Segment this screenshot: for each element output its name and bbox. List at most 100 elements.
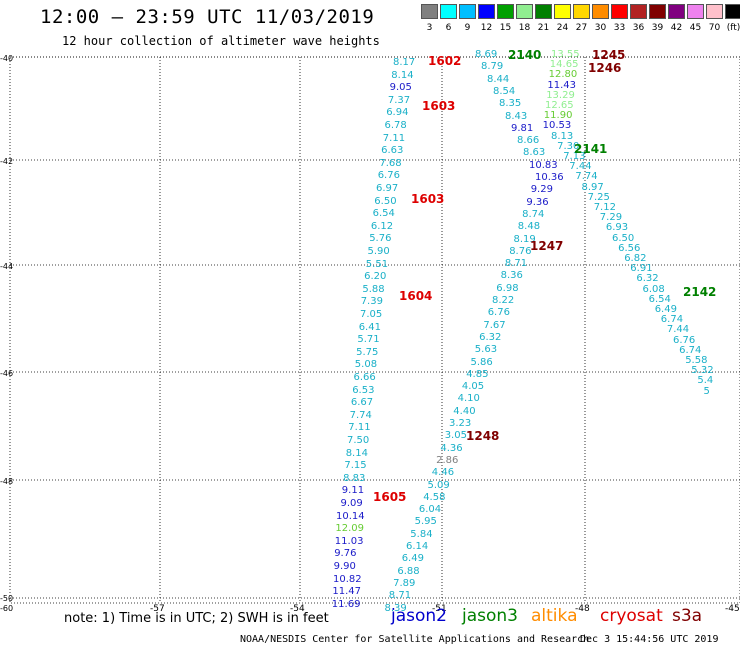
wave-height-value: 7.89 bbox=[393, 577, 416, 589]
wave-height-value: 9.29 bbox=[530, 184, 553, 196]
pass-number-label: 1604 bbox=[399, 289, 433, 303]
wave-height-value: 7.39 bbox=[360, 296, 383, 308]
scale-swatch bbox=[497, 4, 514, 19]
wave-height-value: 6.91 bbox=[630, 263, 653, 275]
scale-swatch bbox=[573, 4, 590, 19]
wave-height-value: 6.54 bbox=[372, 208, 395, 220]
wave-height-value: 8.69 bbox=[475, 49, 498, 60]
wave-height-value: 6.50 bbox=[374, 195, 397, 207]
scale-label: 33 bbox=[613, 23, 626, 33]
wave-height-value: 8.13 bbox=[551, 130, 574, 142]
wave-height-value: 4.36 bbox=[440, 442, 463, 454]
wave-height-value: 5.4 bbox=[697, 375, 714, 387]
wave-height-value: 9.05 bbox=[389, 82, 412, 94]
wave-height-value: 7.25 bbox=[587, 191, 610, 203]
mission-label: jason2 bbox=[391, 606, 447, 626]
scale-label: 70 bbox=[708, 23, 721, 33]
wave-height-value: 8.35 bbox=[499, 98, 522, 110]
wave-height-value: 6.74 bbox=[660, 314, 684, 326]
scale-label: 12 bbox=[480, 23, 493, 33]
wave-height-value: 8.97 bbox=[581, 181, 604, 193]
generated-timestamp: Dec 3 15:44:56 UTC 2019 bbox=[580, 634, 719, 645]
wave-height-value: 6.08 bbox=[642, 283, 665, 295]
wave-height-value: 8.22 bbox=[492, 295, 515, 306]
scale-label: 39 bbox=[651, 23, 664, 33]
wave-height-value: 6.12 bbox=[370, 220, 394, 232]
scale-label: 24 bbox=[556, 23, 569, 33]
wave-height-value: 8.17 bbox=[393, 57, 416, 68]
wave-height-value: 9.81 bbox=[511, 122, 534, 134]
scale-unit: (ft) bbox=[726, 23, 740, 33]
scale-swatch bbox=[516, 4, 533, 19]
wave-height-value: 8.83 bbox=[343, 472, 366, 484]
wave-height-value: 6.76 bbox=[487, 307, 510, 319]
wave-height-value: 7.11 bbox=[348, 422, 371, 434]
wave-height-value: 7.68 bbox=[379, 157, 402, 169]
wave-height-value: 7.44 bbox=[569, 161, 592, 173]
wave-height-value: 6.50 bbox=[612, 232, 635, 244]
wave-height-value: 5.95 bbox=[414, 516, 437, 528]
wave-height-value: 5.71 bbox=[357, 334, 380, 346]
wave-height-value: 7.11 bbox=[382, 132, 406, 144]
wave-height-value: 2.86 bbox=[436, 454, 459, 466]
wave-height-value: 7.29 bbox=[599, 212, 623, 224]
wave-height-value: 5.63 bbox=[474, 344, 498, 356]
pass-number-label: 1603 bbox=[422, 99, 456, 113]
footer-note: note: 1) Time is in UTC; 2) SWH is in fe… bbox=[64, 611, 329, 626]
wave-height-value: 6.49 bbox=[654, 304, 677, 315]
wave-height-value: 12.09 bbox=[335, 523, 365, 535]
wave-height-value: 8.44 bbox=[487, 73, 510, 85]
wave-height-value: 8.14 bbox=[345, 447, 368, 459]
scale-swatch bbox=[478, 4, 495, 19]
page-title: 12:00 – 23:59 UTC 11/03/2019 bbox=[40, 6, 375, 28]
wave-height-value: 6.14 bbox=[406, 541, 429, 552]
wave-height-value: 9.11 bbox=[341, 485, 365, 497]
wave-height-value: 10.36 bbox=[535, 172, 564, 183]
wave-height-value: 4.46 bbox=[431, 467, 455, 479]
mission-label: s3a bbox=[672, 606, 703, 626]
scale-swatch bbox=[687, 4, 704, 19]
wave-height-value: 5.08 bbox=[354, 359, 378, 371]
wave-height-value: 5.32 bbox=[691, 365, 714, 377]
wave-height-value: 6.53 bbox=[352, 384, 375, 396]
wave-height-value: 8.71 bbox=[504, 258, 528, 270]
wave-height-value: 7.12 bbox=[593, 202, 616, 213]
wave-height-value: 9.76 bbox=[334, 548, 357, 560]
lon-label: -51 bbox=[432, 604, 447, 614]
scale-label: 45 bbox=[689, 23, 702, 33]
wave-height-value: 6.94 bbox=[386, 107, 409, 119]
map-border bbox=[9, 56, 740, 604]
pass-number-label: 1602 bbox=[428, 54, 462, 68]
mission-label: cryosat bbox=[600, 606, 663, 626]
wave-height-value: 10.14 bbox=[336, 510, 365, 522]
wave-height-value: 8.39 bbox=[384, 602, 407, 614]
wave-height-value: 4.05 bbox=[461, 381, 485, 393]
scale-swatch bbox=[592, 4, 609, 19]
scale-swatch bbox=[535, 4, 552, 19]
pass-number-label: 1605 bbox=[373, 490, 407, 504]
wave-height-value: 10.82 bbox=[333, 573, 362, 585]
wave-height-value: 8.19 bbox=[513, 233, 536, 245]
wave-height-value: 5.84 bbox=[410, 528, 433, 540]
pass-number-label: 1245 bbox=[592, 48, 626, 62]
wave-height-value: 6.98 bbox=[496, 282, 519, 294]
scale-label: 15 bbox=[499, 23, 512, 33]
wave-height-value: 8.79 bbox=[481, 61, 504, 73]
wave-height-value: 8.36 bbox=[500, 270, 523, 282]
scale-label: 36 bbox=[632, 23, 645, 33]
wave-height-value: 10.83 bbox=[529, 159, 558, 171]
wave-height-value: 5.51 bbox=[365, 258, 389, 270]
mission-label: jason3 bbox=[462, 606, 518, 626]
scale-swatch bbox=[440, 4, 457, 19]
wave-height-value: 6.82 bbox=[624, 253, 647, 264]
wave-height-value: 11.43 bbox=[547, 79, 577, 91]
pass-number-label: 2142 bbox=[683, 285, 717, 299]
wave-height-value: 4.85 bbox=[466, 368, 489, 380]
wave-height-value: 6.76 bbox=[673, 334, 696, 346]
wave-height-value: 4.10 bbox=[457, 393, 480, 405]
pass-number-label: 1247 bbox=[530, 239, 564, 253]
wave-height-value: 13.55 bbox=[551, 49, 580, 60]
lat-label: -40 bbox=[0, 54, 14, 63]
pass-number-label: 1246 bbox=[588, 61, 622, 75]
